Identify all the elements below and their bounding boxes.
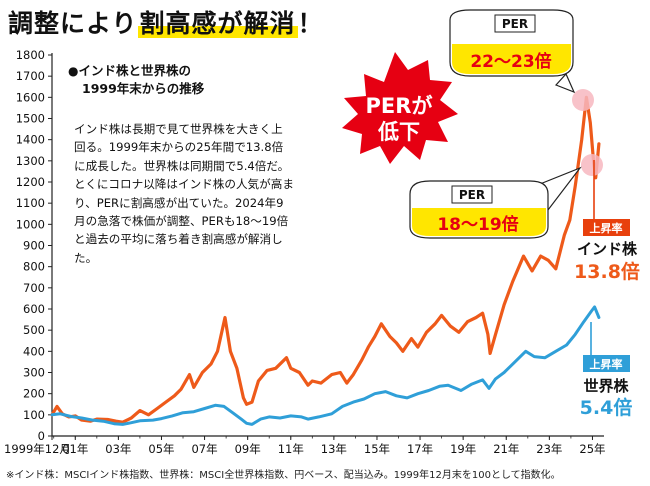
chart-lines bbox=[50, 95, 601, 426]
y-tick-label: 100 bbox=[23, 408, 45, 422]
x-tick-label: 03年 bbox=[105, 442, 131, 456]
y-tick-label: 800 bbox=[23, 260, 45, 274]
headline-highlight: 割高感が解消 bbox=[137, 9, 298, 38]
per-high-callout: PER 22～23倍 bbox=[449, 9, 576, 94]
per-low-value: 18～19倍 bbox=[437, 214, 518, 235]
india-badge: 上昇率 bbox=[590, 221, 623, 235]
y-tick-label: 1100 bbox=[16, 196, 45, 210]
chart-axes: 0 100 200 300 400 500 600 700 800 900 1000 1100 1200… bbox=[4, 48, 606, 456]
chart-title-bullet: ● bbox=[68, 64, 79, 78]
x-tick-label: 17年 bbox=[407, 442, 433, 456]
x-tick-label: 07年 bbox=[191, 442, 217, 456]
y-tick-label: 1700 bbox=[16, 69, 45, 83]
y-tick-label: 1300 bbox=[16, 154, 45, 168]
per-drop-burst: PERが 低下 bbox=[342, 52, 458, 164]
per-high-marker bbox=[572, 89, 594, 111]
x-tick-label: 05年 bbox=[148, 442, 174, 456]
india-name: インド株 bbox=[577, 240, 638, 258]
y-tick-label: 0 bbox=[38, 429, 45, 443]
burst-line1: PERが bbox=[366, 94, 433, 118]
chart-title-line1: インド株と世界株の bbox=[78, 63, 191, 78]
y-tick-label: 1200 bbox=[16, 175, 45, 189]
chart-title-line2: 1999年末からの推移 bbox=[82, 81, 205, 96]
x-tick-label: 13年 bbox=[321, 442, 347, 456]
x-tick-label: 1999年12月 bbox=[4, 442, 71, 456]
per-low-label: PER bbox=[459, 188, 485, 202]
y-tick-label: 1600 bbox=[16, 90, 45, 104]
y-tick-label: 600 bbox=[23, 302, 45, 316]
chart-title: ●インド株と世界株の 1999年末からの推移 bbox=[68, 62, 204, 97]
world-value: 5.4倍 bbox=[580, 396, 633, 419]
india-value: 13.8倍 bbox=[574, 260, 640, 283]
per-low-callout: PER 18～19倍 bbox=[409, 166, 582, 239]
india-tag: 上昇率 インド株 13.8倍 bbox=[570, 160, 646, 286]
x-tick-label: 01年 bbox=[62, 442, 88, 456]
y-tick-label: 400 bbox=[23, 344, 45, 358]
y-tick-label: 1800 bbox=[16, 48, 45, 62]
x-tick-label: 11年 bbox=[278, 442, 304, 456]
headline-suffix: ！ bbox=[297, 9, 324, 38]
world-tag: 上昇率 世界株 5.4倍 bbox=[570, 322, 640, 420]
x-tick-label: 25年 bbox=[579, 442, 605, 456]
x-tick-label: 23年 bbox=[536, 442, 562, 456]
world-badge: 上昇率 bbox=[590, 357, 623, 371]
y-tick-label: 700 bbox=[23, 281, 45, 295]
burst-line2: 低下 bbox=[377, 120, 420, 144]
headline-prefix: 調整により bbox=[8, 9, 138, 38]
per-high-value: 22～23倍 bbox=[470, 51, 551, 72]
y-tick-label: 300 bbox=[23, 366, 45, 380]
y-tick-label: 200 bbox=[23, 387, 45, 401]
world-name: 世界株 bbox=[583, 377, 629, 395]
y-tick-label: 500 bbox=[23, 323, 45, 337]
series-line-india bbox=[50, 95, 601, 424]
headline: 調整により割高感が解消！ bbox=[8, 4, 324, 40]
per-low-marker bbox=[581, 154, 603, 176]
series-line-world bbox=[50, 305, 601, 426]
x-tick-label: 21年 bbox=[493, 442, 519, 456]
y-tick-label: 1500 bbox=[16, 112, 45, 126]
per-high-label: PER bbox=[502, 17, 528, 31]
x-tick-label: 15年 bbox=[364, 442, 390, 456]
x-tick-label: 09年 bbox=[235, 442, 261, 456]
y-tick-label: 1000 bbox=[16, 217, 45, 231]
footnote: ※インド株：MSCIインド株指数、世界株：MSCI全世界株指数、円ベース、配当込… bbox=[6, 470, 561, 481]
chart-description: インド株は長期で見て世界株を大きく上回る。1999年末からの25年間で13.8倍… bbox=[74, 122, 294, 265]
y-tick-label: 1400 bbox=[16, 133, 45, 147]
x-tick-label: 19年 bbox=[450, 442, 476, 456]
y-tick-label: 900 bbox=[23, 239, 45, 253]
